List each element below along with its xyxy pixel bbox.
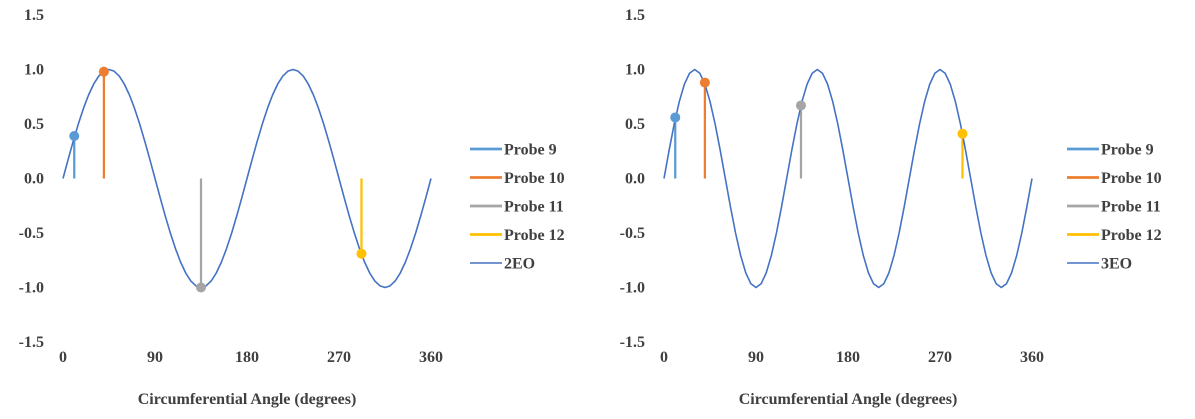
- chart-3eo: 1.5 1.0 0.5 0.0 -0.5 -1.0 -1.5 0 90 180 270 360 Circ…: [600, 0, 1195, 414]
- x-tick-label: 180: [836, 349, 860, 366]
- legend-label: Probe 10: [1101, 170, 1162, 187]
- legend-label: Probe 11: [1101, 199, 1161, 216]
- y-tick-label: -1.5: [620, 334, 645, 351]
- x-tick-label: 270: [928, 349, 952, 366]
- y-tick-label: 1.0: [625, 62, 645, 79]
- y-tick-label: 1.5: [24, 7, 44, 24]
- probe-point-3: [196, 282, 206, 293]
- chart-2eo-svg: 1.5 1.0 0.5 0.0 -0.5 -1.0 -1.5 0 90 180 270 360 Circ…: [19, 7, 565, 408]
- x-tick-label: 0: [660, 349, 668, 366]
- y-tick-label: 0.5: [625, 116, 645, 133]
- x-tick-label: 360: [419, 349, 443, 366]
- y-tick-label: -1.0: [19, 280, 44, 297]
- legend-label: 3EO: [1101, 256, 1132, 273]
- legend-label: Probe 9: [1101, 142, 1154, 159]
- chart-2eo: 1.5 1.0 0.5 0.0 -0.5 -1.0 -1.5 0 90 180 270 360 Circ…: [0, 0, 600, 414]
- y-tick-label: 0.5: [24, 116, 44, 133]
- y-tick-label: 1.0: [24, 62, 44, 79]
- probe-point-2: [98, 66, 109, 77]
- legend-label: Probe 12: [1101, 227, 1162, 244]
- x-axis-label: Circumferential Angle (degrees): [739, 391, 958, 408]
- probe-point-2: [699, 77, 710, 88]
- y-tick-label: -0.5: [19, 225, 44, 242]
- probe-point-3: [795, 100, 806, 111]
- probe-point-1: [670, 112, 681, 123]
- y-tick-label: 0.0: [24, 171, 44, 188]
- x-tick-label: 90: [748, 349, 764, 366]
- x-tick-label: 180: [235, 349, 259, 366]
- eo-curve-line: [62, 68, 432, 289]
- y-tick-label: 1.5: [625, 7, 645, 24]
- x-tick-label: 360: [1020, 349, 1044, 366]
- y-tick-label: -1.0: [620, 280, 645, 297]
- x-tick-label: 270: [327, 349, 351, 366]
- probe-point-4: [957, 128, 968, 139]
- eo-curve-line: [663, 68, 1033, 289]
- legend-label: Probe 12: [504, 227, 565, 244]
- probe-point-4: [356, 248, 367, 259]
- legend-label: 2EO: [504, 256, 535, 273]
- legend-label: Probe 11: [504, 199, 564, 216]
- legend-label: Probe 10: [504, 170, 565, 187]
- y-tick-label: -0.5: [620, 225, 645, 242]
- y-tick-label: 0.0: [625, 171, 645, 188]
- chart-3eo-svg: 1.5 1.0 0.5 0.0 -0.5 -1.0 -1.5 0 90 180 270 360 Circ…: [620, 7, 1162, 408]
- y-tick-label: -1.5: [19, 334, 44, 351]
- legend-label: Probe 9: [504, 142, 557, 159]
- x-tick-label: 90: [147, 349, 163, 366]
- x-tick-label: 0: [59, 349, 67, 366]
- x-axis-label: Circumferential Angle (degrees): [138, 391, 357, 408]
- probe-point-1: [69, 130, 80, 141]
